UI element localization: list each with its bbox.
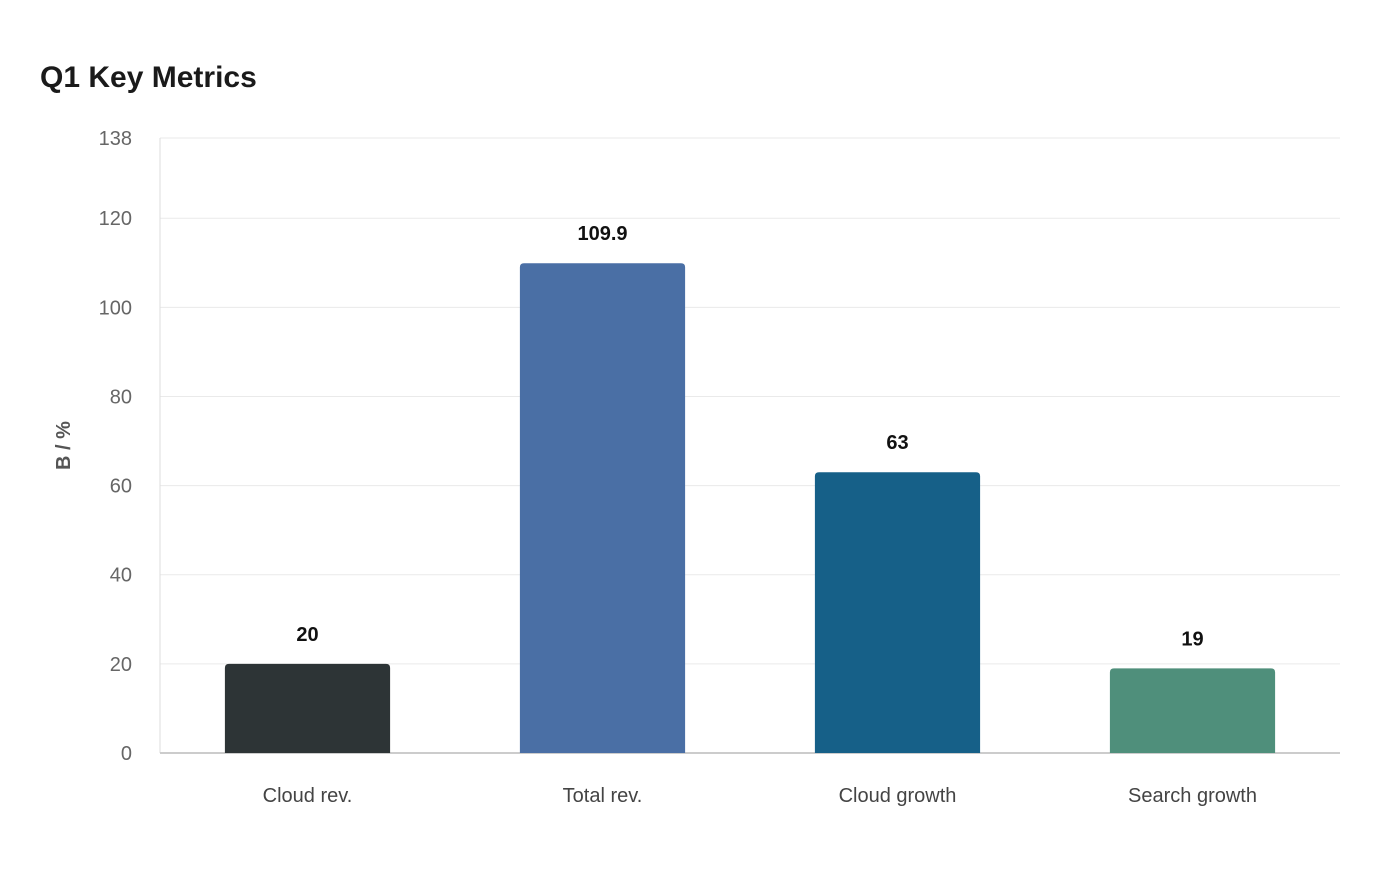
value-label: 19 — [1181, 628, 1203, 650]
y-tick-label: 40 — [110, 565, 132, 587]
y-axis-ticks: 0 20 40 60 80 100 120 138 — [99, 128, 132, 765]
y-tick-label: 60 — [110, 476, 132, 498]
x-tick-label: Total rev. — [563, 785, 643, 807]
value-label: 63 — [886, 432, 908, 454]
bars — [224, 263, 1276, 753]
bar-4 — [1109, 668, 1276, 753]
y-tick-label: 0 — [121, 743, 132, 765]
x-tick-label: Cloud growth — [839, 785, 957, 807]
value-label: 20 — [296, 624, 318, 646]
y-axis-title: B / % — [53, 421, 75, 470]
y-tick-label: 138 — [99, 128, 132, 150]
y-tick-label: 100 — [99, 297, 132, 319]
bar-1 — [224, 663, 391, 753]
bar-2 — [519, 263, 686, 753]
x-tick-label: Search growth — [1128, 785, 1257, 807]
axes — [159, 138, 1340, 754]
category-labels: Cloud rev. Total rev. Cloud growth Search g… — [263, 785, 1257, 807]
gridlines — [160, 137, 1340, 665]
value-label: 109.9 — [577, 223, 627, 245]
bar-3 — [814, 472, 981, 753]
y-tick-label: 120 — [99, 208, 132, 230]
y-tick-label: 80 — [110, 386, 132, 408]
chart-title: Q1 Key Metrics — [40, 61, 257, 94]
value-labels: 20 109.9 63 19 — [296, 223, 1203, 650]
x-tick-label: Cloud rev. — [263, 785, 353, 807]
y-tick-label: 20 — [110, 654, 132, 676]
